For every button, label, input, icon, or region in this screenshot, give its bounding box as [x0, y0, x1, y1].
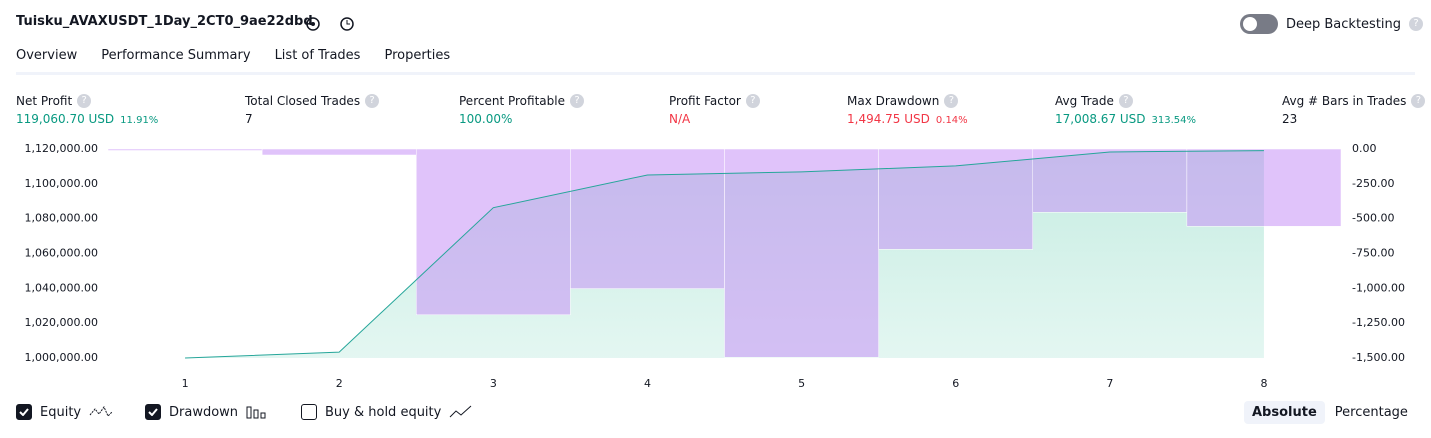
y-tick-label: 1,020,000.00: [25, 316, 98, 329]
metric: Avg # Bars in Trades? 23: [1282, 94, 1426, 126]
metric-label-text: Net Profit: [16, 94, 73, 108]
y-tick-label: 1,000,000.00: [25, 351, 98, 364]
drawdown-bar: [416, 148, 571, 316]
equity-line: [185, 150, 1264, 359]
separator: [16, 72, 1415, 75]
y2-tick-label: 0.00: [1352, 142, 1377, 155]
metric-label: Avg Trade?: [1055, 94, 1196, 108]
header-icons[interactable]: [304, 14, 354, 34]
metric: Total Closed Trades? 7: [245, 94, 380, 126]
drawdown-bar: [1186, 148, 1342, 227]
x-tick-label: 8: [1260, 377, 1267, 390]
drawdown-bar: [570, 148, 725, 289]
legend-label: Drawdown: [169, 404, 239, 420]
tab[interactable]: Overview: [16, 48, 78, 75]
y2-tick-label: -1,500.00: [1352, 351, 1405, 364]
drawdown-bar: [878, 148, 1033, 250]
metric-percent: 11.91%: [120, 115, 159, 126]
mode-percentage[interactable]: Percentage: [1334, 405, 1408, 420]
drawdown-bar: [1032, 148, 1188, 213]
legend-drawdown[interactable]: Drawdown: [145, 404, 268, 420]
x-tick-label: 6: [952, 377, 959, 390]
metric-value: 23: [1282, 112, 1425, 126]
metric-label: Avg # Bars in Trades?: [1282, 94, 1426, 108]
help-icon: ?: [745, 94, 760, 108]
drawdown-bar: [724, 148, 879, 358]
metric-value-text: 100.00%: [459, 112, 513, 126]
metric-label-text: Avg Trade: [1055, 94, 1114, 108]
metric-value: 7: [245, 112, 379, 126]
metric: Max Drawdown? 1,494.75 USD 0.14%: [847, 94, 968, 126]
help-icon: ?: [77, 94, 92, 108]
metric-label-text: Percent Profitable: [459, 94, 565, 108]
help-icon: ?: [365, 94, 380, 108]
metric: Percent Profitable? 100.00%: [459, 94, 584, 126]
metric-label-text: Max Drawdown: [847, 94, 940, 108]
drawdown-bar: [107, 148, 263, 151]
metric-value: N/A: [669, 112, 760, 126]
metric: Net Profit? 119,060.70 USD 11.91%: [16, 94, 158, 126]
metric-label: Total Closed Trades?: [245, 94, 380, 108]
x-tick-label: 2: [336, 377, 343, 390]
y2-tick-label: -1,250.00: [1352, 316, 1405, 329]
metric-label-text: Total Closed Trades: [245, 94, 361, 108]
y-tick-label: 1,100,000.00: [25, 177, 98, 190]
y-tick-label: 1,060,000.00: [25, 247, 98, 260]
drawdown-bar: [261, 148, 417, 156]
metric: Avg Trade? 17,008.67 USD 313.54%: [1055, 94, 1196, 126]
y2-tick-label: -1,000.00: [1352, 281, 1405, 294]
legend-label: Equity: [40, 404, 82, 420]
chart: 1,000,000.00 1,020,000.00 1,040,000.00 1,06…: [25, 142, 1405, 390]
tab[interactable]: List of Trades: [274, 48, 361, 63]
mode-switch: Absolute Percentage: [1244, 401, 1410, 424]
help-icon: ?: [1118, 94, 1133, 108]
strategy-title: Tuisku_AVAXUSDT_1Day_2CT0_9ae22dbd: [16, 14, 313, 29]
legend-buy-hold[interactable]: Buy & hold equity: [301, 404, 473, 420]
help-icon: ?: [569, 94, 584, 108]
metric-value: 1,494.75 USD 0.14%: [847, 112, 968, 126]
metric-label: Net Profit?: [16, 94, 158, 108]
y2-tick-label: -250.00: [1352, 177, 1394, 190]
metric-value-text: 119,060.70 USD: [16, 112, 115, 126]
metric-value: 119,060.70 USD 11.91%: [16, 112, 158, 126]
deep-backtesting[interactable]: Deep Backtesting?: [1240, 14, 1424, 34]
y-tick-label: 1,040,000.00: [25, 281, 98, 294]
mode-absolute[interactable]: Absolute: [1244, 401, 1325, 424]
y2-tick-label: -750.00: [1352, 247, 1394, 260]
metric-label: Profit Factor?: [669, 94, 760, 108]
metric-label: Percent Profitable?: [459, 94, 584, 108]
tab[interactable]: Properties: [384, 48, 451, 63]
help-icon: ?: [944, 94, 959, 108]
metric-value-text: 7: [245, 112, 253, 126]
help-icon: ?: [1411, 94, 1426, 108]
metric-label-text: Avg # Bars in Trades: [1282, 94, 1407, 108]
y-tick-label: 1,080,000.00: [25, 212, 98, 225]
metric-value-text: 23: [1282, 112, 1298, 126]
tab[interactable]: Performance Summary: [101, 48, 251, 63]
metric-value-text: N/A: [669, 112, 691, 126]
x-tick-label: 3: [490, 377, 497, 390]
metric-value-text: 1,494.75 USD: [847, 112, 930, 126]
y-tick-label: 1,120,000.00: [25, 142, 98, 155]
y2-tick-label: -500.00: [1352, 212, 1394, 225]
metric-label: Max Drawdown?: [847, 94, 968, 108]
x-tick-label: 4: [644, 377, 651, 390]
tabs: Overview Performance Summary List of Trade…: [16, 48, 450, 75]
toggle[interactable]: [1240, 14, 1278, 34]
x-tick-label: 1: [182, 377, 189, 390]
metric-percent: 313.54%: [1151, 115, 1197, 126]
x-tick-label: 5: [798, 377, 805, 390]
metric-percent: 0.14%: [935, 115, 968, 126]
legend-equity[interactable]: Equity: [16, 404, 113, 420]
metric-value: 17,008.67 USD 313.54%: [1055, 112, 1196, 126]
toggle-label: Deep Backtesting: [1286, 16, 1402, 32]
metric: Profit Factor? N/A: [669, 94, 760, 126]
legend-label: Buy & hold equity: [325, 404, 442, 420]
metric-value-text: 17,008.67 USD: [1055, 112, 1146, 126]
metric-label-text: Profit Factor: [669, 94, 741, 108]
metric-value: 100.00%: [459, 112, 584, 126]
x-tick-label: 7: [1106, 377, 1113, 390]
